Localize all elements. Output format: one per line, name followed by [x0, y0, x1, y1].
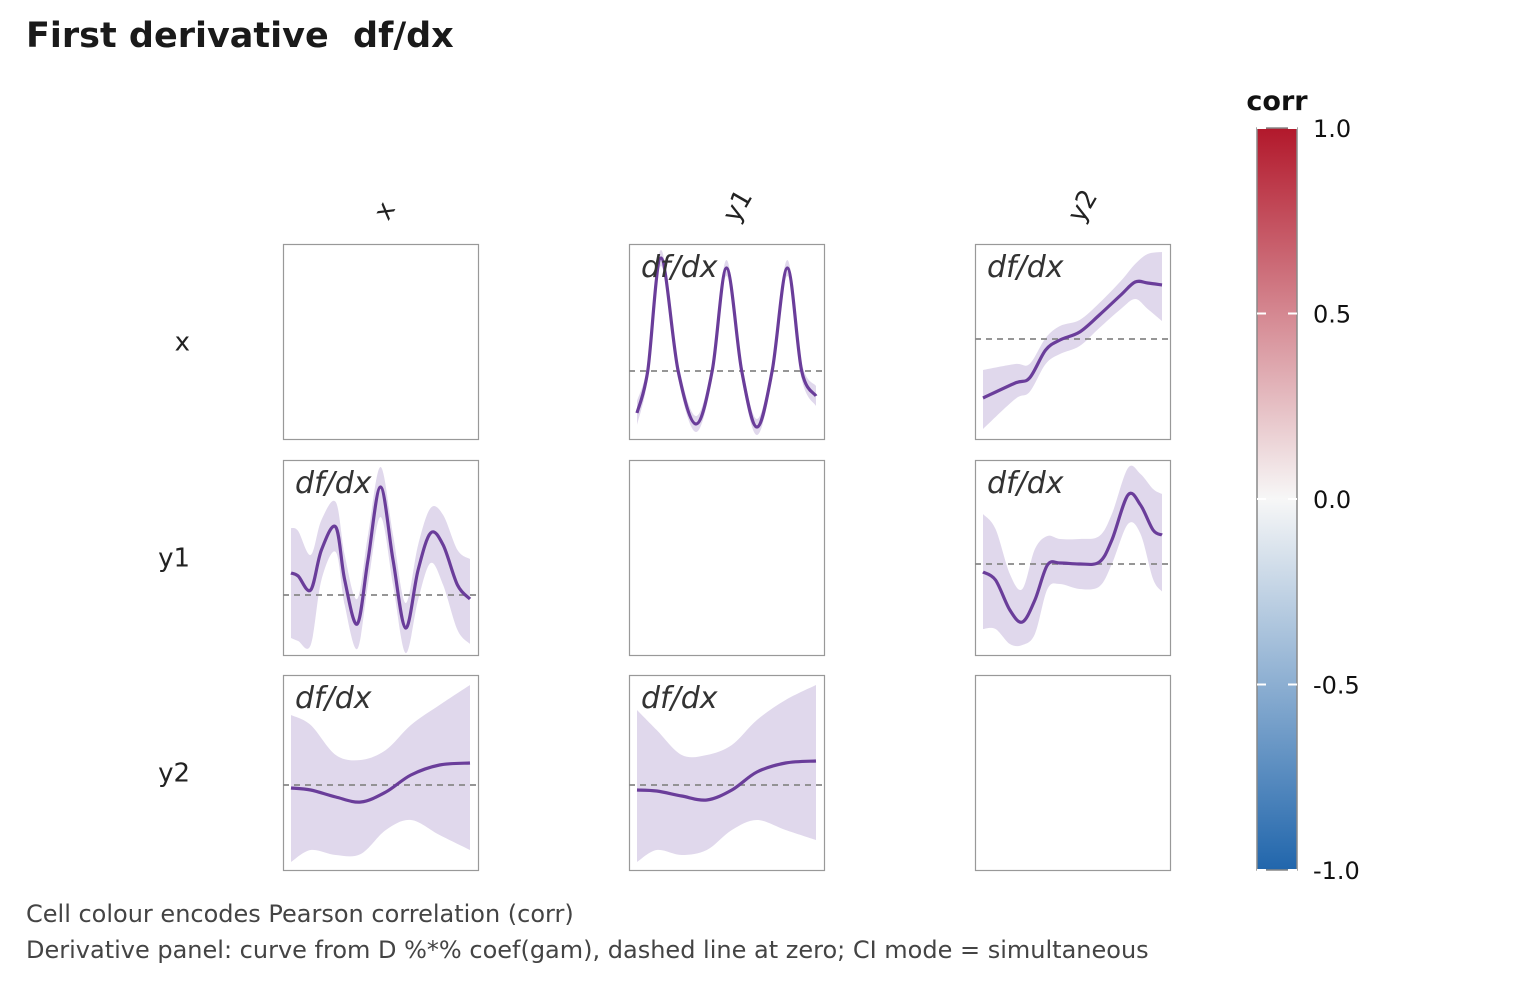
derivative-curve: [290, 485, 472, 630]
panel-label: df/dx: [987, 250, 1064, 285]
chart-title: First derivative df/dx: [26, 16, 454, 56]
derivative-panel-x-y1: df/dx: [629, 250, 824, 435]
cell-y1-y1: [628, 459, 826, 657]
colorbar-tick-label: -1.0: [1313, 857, 1360, 885]
row-label-x: x: [175, 328, 190, 358]
derivative-panel-y2-x: df/dx: [283, 681, 478, 862]
column-label-x: x: [368, 197, 402, 225]
colorbar-tick-label: 1.0: [1313, 115, 1351, 143]
derivative-panel-x-y2: df/dx: [975, 250, 1170, 429]
cell-x-y1: [628, 243, 826, 441]
panel-label: df/dx: [641, 681, 718, 716]
derivative-curve: [635, 256, 818, 429]
confidence-band: [637, 685, 816, 862]
legend-title: corr: [1246, 86, 1308, 117]
caption-line-2: Derivative panel: curve from D %*% coef(…: [26, 936, 1149, 964]
confidence-band: [983, 465, 1162, 647]
row-label-y1: y1: [158, 544, 190, 574]
colorbar-tick-label: 0.5: [1313, 301, 1351, 329]
confidence-band: [291, 685, 470, 862]
derivative-curve: [982, 279, 1163, 400]
derivative-curve: [982, 491, 1163, 624]
panel-label: df/dx: [987, 466, 1064, 501]
derivative-panel-y2-y1: df/dx: [629, 681, 824, 862]
row-label-y2: y2: [158, 759, 190, 789]
derivative-panel-y1-x: df/dx: [283, 466, 478, 654]
cell-y2-y2: [974, 674, 1172, 872]
column-label-y1: y1: [717, 185, 759, 228]
colorbar-tick-label: 0.0: [1313, 486, 1351, 514]
colorbar-tick-label: -0.5: [1313, 672, 1360, 700]
panel-label: df/dx: [641, 250, 718, 285]
column-label-y2: y2: [1062, 185, 1104, 228]
panel-label: df/dx: [295, 466, 372, 501]
derivative-curve: [290, 761, 471, 804]
confidence-band: [291, 467, 470, 654]
cell-x-x: [282, 243, 480, 441]
panel-label: df/dx: [295, 681, 372, 716]
derivative-curve: [636, 759, 817, 802]
caption-line-1: Cell colour encodes Pearson correlation …: [26, 900, 574, 928]
derivative-panel-y1-y2: df/dx: [975, 465, 1170, 647]
